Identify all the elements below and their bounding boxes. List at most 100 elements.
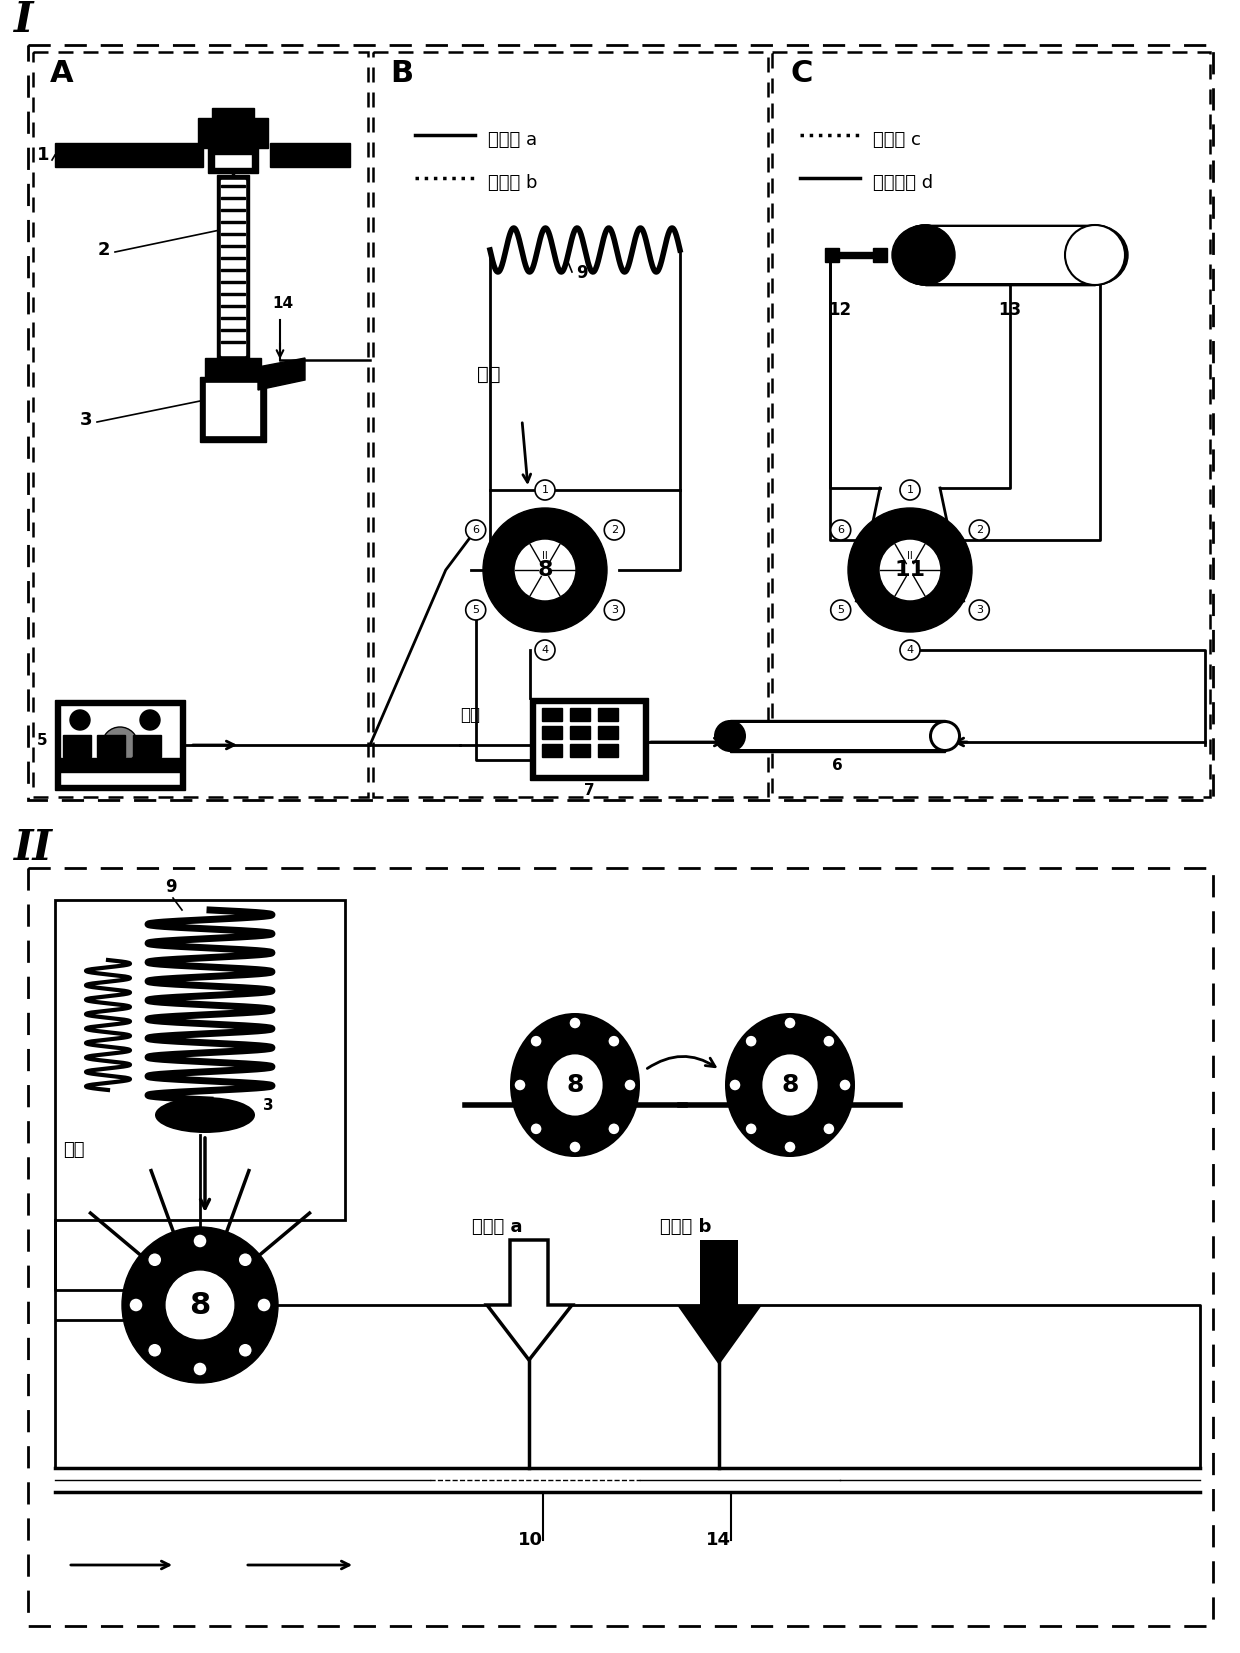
- Circle shape: [531, 1122, 542, 1136]
- Bar: [215, 154, 252, 169]
- Circle shape: [970, 600, 990, 620]
- Bar: [60, 704, 180, 785]
- Text: 1: 1: [906, 484, 914, 494]
- Bar: [270, 144, 350, 167]
- Text: 14: 14: [272, 296, 293, 311]
- Text: 3: 3: [263, 1098, 274, 1112]
- Text: 载样档 a: 载样档 a: [472, 1218, 522, 1236]
- Text: 9: 9: [577, 264, 588, 283]
- Text: 4: 4: [906, 645, 914, 655]
- Bar: [925, 226, 1095, 283]
- Bar: [221, 233, 246, 235]
- Bar: [570, 726, 590, 739]
- Circle shape: [129, 1298, 143, 1312]
- Circle shape: [729, 1079, 742, 1091]
- Circle shape: [122, 1227, 278, 1384]
- Bar: [221, 256, 246, 260]
- Circle shape: [484, 507, 608, 631]
- Text: II: II: [908, 552, 913, 562]
- Ellipse shape: [763, 1055, 817, 1116]
- Text: 4: 4: [248, 393, 259, 408]
- Polygon shape: [487, 1240, 572, 1360]
- Bar: [221, 180, 246, 355]
- Polygon shape: [258, 359, 305, 390]
- Bar: [570, 707, 590, 721]
- Ellipse shape: [547, 1055, 603, 1116]
- Circle shape: [165, 1270, 236, 1341]
- Text: 13: 13: [998, 301, 1022, 319]
- Circle shape: [534, 479, 556, 499]
- Ellipse shape: [1061, 225, 1128, 284]
- Bar: [208, 149, 258, 174]
- Circle shape: [745, 1122, 758, 1136]
- Bar: [221, 269, 246, 271]
- Text: 14: 14: [706, 1531, 730, 1549]
- Bar: [29, 45, 1213, 800]
- Text: 3: 3: [976, 605, 983, 615]
- Bar: [55, 699, 185, 790]
- Circle shape: [466, 521, 486, 541]
- Circle shape: [534, 640, 556, 660]
- Circle shape: [466, 600, 486, 620]
- Ellipse shape: [892, 225, 959, 284]
- Circle shape: [193, 1235, 207, 1248]
- Bar: [221, 197, 246, 198]
- Text: 2: 2: [98, 241, 110, 260]
- Ellipse shape: [725, 1013, 856, 1157]
- Bar: [63, 736, 91, 757]
- Text: 1: 1: [542, 484, 548, 494]
- Bar: [373, 51, 768, 797]
- Bar: [735, 722, 942, 749]
- Circle shape: [148, 1253, 161, 1266]
- Ellipse shape: [1071, 231, 1118, 279]
- Circle shape: [823, 1122, 835, 1136]
- Circle shape: [531, 1035, 542, 1046]
- Bar: [542, 744, 562, 757]
- Circle shape: [140, 711, 160, 731]
- Bar: [773, 51, 1210, 797]
- Circle shape: [257, 1298, 272, 1312]
- Bar: [221, 222, 246, 223]
- Text: 废液: 废液: [460, 706, 480, 724]
- Text: II: II: [14, 826, 53, 869]
- Bar: [542, 726, 562, 739]
- Bar: [33, 51, 368, 797]
- Circle shape: [238, 1253, 252, 1266]
- Text: 7: 7: [584, 784, 594, 798]
- Circle shape: [608, 1122, 620, 1136]
- Text: 9: 9: [165, 878, 176, 896]
- Circle shape: [823, 1035, 835, 1046]
- Circle shape: [238, 1344, 252, 1357]
- Bar: [200, 377, 267, 441]
- Ellipse shape: [932, 722, 959, 749]
- Circle shape: [515, 1079, 526, 1091]
- Circle shape: [569, 1017, 582, 1030]
- Circle shape: [102, 727, 138, 764]
- Text: 6: 6: [832, 759, 842, 774]
- Text: 8: 8: [190, 1291, 211, 1319]
- Circle shape: [569, 1141, 582, 1154]
- Text: 非混合档 d: 非混合档 d: [873, 174, 934, 192]
- Ellipse shape: [895, 225, 955, 284]
- Bar: [570, 744, 590, 757]
- Circle shape: [608, 1035, 620, 1046]
- Text: 废液: 废液: [63, 1141, 84, 1159]
- Text: II: II: [542, 552, 548, 562]
- Text: 5: 5: [837, 605, 844, 615]
- Text: 6: 6: [472, 526, 479, 536]
- Ellipse shape: [714, 721, 746, 752]
- Bar: [217, 175, 249, 360]
- Bar: [221, 185, 246, 187]
- Bar: [221, 317, 246, 319]
- Circle shape: [624, 1079, 636, 1091]
- Bar: [832, 251, 874, 258]
- Text: 4: 4: [542, 645, 548, 655]
- Bar: [534, 703, 644, 775]
- Bar: [97, 736, 125, 757]
- Text: B: B: [391, 60, 413, 88]
- Text: 1: 1: [37, 145, 50, 164]
- Text: 8: 8: [567, 1073, 584, 1098]
- Circle shape: [879, 539, 941, 602]
- Bar: [221, 208, 246, 212]
- Bar: [221, 329, 246, 331]
